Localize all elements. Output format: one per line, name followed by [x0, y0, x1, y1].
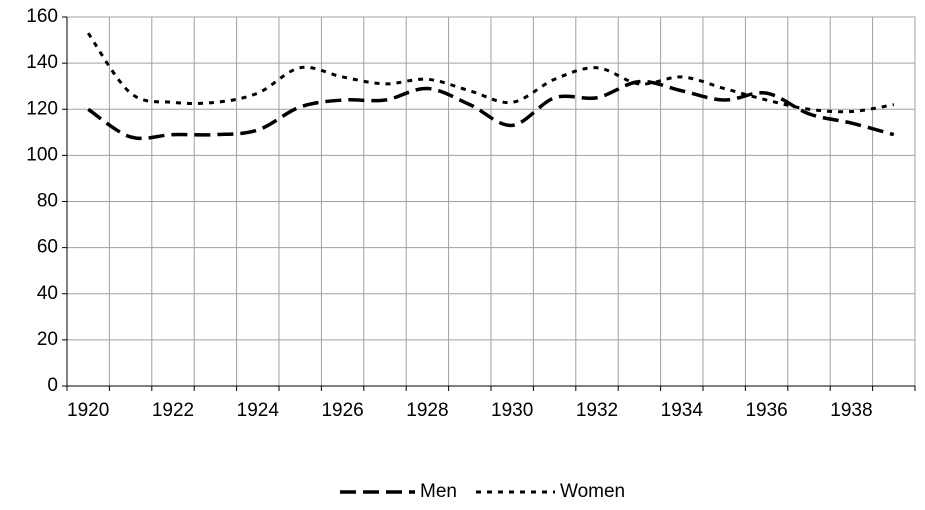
x-tick-label: 1938 — [830, 400, 872, 421]
y-tick-label: 0 — [47, 375, 58, 396]
x-tick-label: 1928 — [406, 400, 448, 421]
x-tick-label: 1924 — [237, 400, 280, 421]
y-tick-label: 40 — [37, 283, 58, 304]
y-tick-label: 80 — [37, 191, 58, 212]
y-tick-label: 160 — [26, 6, 58, 27]
x-tick-label: 1930 — [491, 400, 533, 421]
x-tick-label: 1926 — [321, 400, 363, 421]
x-tick-label: 1936 — [745, 400, 787, 421]
y-tick-label: 60 — [37, 237, 58, 258]
y-tick-label: 140 — [26, 52, 58, 73]
y-tick-label: 20 — [37, 329, 58, 350]
legend-label: Men — [420, 481, 457, 502]
x-tick-label: 1932 — [576, 400, 618, 421]
y-tick-label: 120 — [26, 98, 58, 119]
y-tick-label: 100 — [26, 144, 58, 165]
x-tick-label: 1934 — [661, 400, 704, 421]
legend-label: Women — [560, 481, 625, 502]
line-series — [87, 79, 895, 141]
x-tick-label: 1920 — [67, 400, 109, 421]
x-tick-label: 1922 — [152, 400, 194, 421]
